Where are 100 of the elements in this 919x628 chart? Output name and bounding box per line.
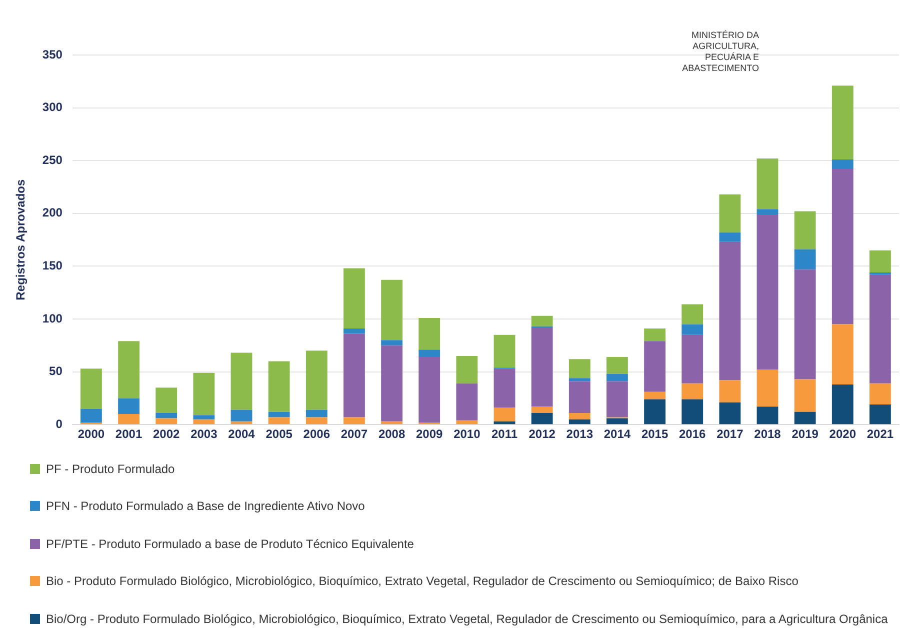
bar xyxy=(344,328,365,334)
bar xyxy=(568,412,590,420)
bar xyxy=(756,209,778,214)
bar xyxy=(230,410,252,422)
bar xyxy=(682,324,704,335)
x-tick-label: 2007 xyxy=(340,427,368,442)
x-tick-label: 2021 xyxy=(866,427,894,442)
bar xyxy=(494,334,516,368)
bar xyxy=(456,356,478,384)
bar xyxy=(794,379,816,412)
bar xyxy=(719,232,741,242)
y-axis-title: Registros Aprovados xyxy=(14,179,28,300)
x-tick-label: 2001 xyxy=(115,427,142,442)
x-tick-label: 2000 xyxy=(78,427,105,442)
bar xyxy=(456,420,478,424)
x-tick-label: 2017 xyxy=(716,427,744,442)
bar xyxy=(344,417,365,424)
x-tick-label: 2008 xyxy=(378,427,406,442)
legend-label: PFN - Produto Formulado a Base de Ingrediente Ativo Novo xyxy=(46,499,365,514)
bar xyxy=(268,412,290,418)
x-tick-label: 2006 xyxy=(303,427,330,442)
bar xyxy=(531,412,553,424)
bar xyxy=(719,380,741,402)
bar xyxy=(568,419,590,424)
bar xyxy=(381,280,402,340)
x-tick-label: 2020 xyxy=(829,427,856,442)
bar xyxy=(719,402,741,424)
x-tick-label: 2012 xyxy=(528,427,556,442)
x-tick-label: 2019 xyxy=(792,427,819,442)
bar xyxy=(494,368,516,408)
y-tick-label: 350 xyxy=(42,47,63,62)
bar xyxy=(494,421,516,424)
y-tick-label: 100 xyxy=(42,311,63,326)
x-tick-label: 2009 xyxy=(416,427,444,442)
y-tick-label: 50 xyxy=(49,364,63,378)
bar xyxy=(118,398,140,414)
legend-label: PF/PTE - Produto Formulado a base de Produto Técnico Equivalente xyxy=(46,536,414,551)
bar xyxy=(268,417,290,424)
bar xyxy=(606,418,628,424)
bar xyxy=(606,374,628,382)
bar xyxy=(118,341,140,398)
bar xyxy=(644,399,666,424)
x-tick-label: 2005 xyxy=(266,427,293,442)
bar xyxy=(606,357,628,374)
bar xyxy=(644,328,666,342)
bar xyxy=(682,304,704,324)
bar xyxy=(870,404,891,424)
bar xyxy=(156,388,178,413)
bar xyxy=(644,341,666,392)
y-tick-label: 150 xyxy=(42,258,63,273)
x-tick-label: 2018 xyxy=(754,427,782,442)
bar xyxy=(156,418,178,424)
bar xyxy=(118,414,140,424)
bar xyxy=(418,357,440,422)
bar xyxy=(306,350,328,410)
bar xyxy=(306,417,328,424)
bar xyxy=(756,406,778,424)
y-tick-label: 250 xyxy=(42,152,63,167)
bar xyxy=(381,340,402,346)
bar xyxy=(756,370,778,407)
bar xyxy=(870,250,891,273)
bar xyxy=(682,334,704,384)
bar xyxy=(193,372,215,416)
bar xyxy=(381,421,402,424)
bar xyxy=(268,361,290,412)
legend-label: Bio/Org - Produto Formulado Biológico, Microbiológico, Bioquímico, Extrato Vegetal, Regulador de Crescimento ou Semioquímico, para a Agricultura Orgânica xyxy=(46,612,888,626)
x-tick-label: 2013 xyxy=(566,427,594,442)
bar xyxy=(682,399,704,424)
bar xyxy=(456,383,478,420)
bar xyxy=(80,368,102,409)
x-tick-label: 2002 xyxy=(153,427,180,442)
bar xyxy=(193,415,215,420)
legend-label: Bio - Produto Formulado Biológico, Microbiológico, Bioquímico, Extrato Vegetal, Regulador de Crescimento ou Semioquímico; de Baixo Risco xyxy=(46,574,798,588)
bar xyxy=(230,421,252,424)
bar xyxy=(832,160,854,170)
bar xyxy=(418,350,440,358)
bar xyxy=(794,211,816,250)
bar xyxy=(381,345,402,422)
bar xyxy=(832,384,854,424)
y-tick-label: 300 xyxy=(42,100,63,114)
x-tick-label: 2003 xyxy=(190,427,218,442)
x-tick-label: 2010 xyxy=(454,427,481,442)
bar xyxy=(606,381,628,418)
bar xyxy=(870,383,891,405)
x-tick-label: 2016 xyxy=(679,427,706,442)
bar xyxy=(156,412,178,418)
bar xyxy=(193,419,215,424)
bar xyxy=(832,324,854,384)
bar xyxy=(568,381,590,413)
x-tick-label: 2015 xyxy=(641,427,668,442)
annotation: MINISTÉRIO DA AGRICULTURA, PECUÁRIA E ABASTECIMENTO xyxy=(681,30,759,74)
bar xyxy=(531,406,553,413)
bar xyxy=(682,383,704,400)
legend-label: PF - Produto Formulado xyxy=(46,462,175,476)
bar xyxy=(306,410,328,418)
bar xyxy=(719,242,741,380)
y-tick-label: 0 xyxy=(56,416,63,431)
bar xyxy=(344,268,365,329)
bar xyxy=(568,378,590,382)
bar xyxy=(870,274,891,384)
